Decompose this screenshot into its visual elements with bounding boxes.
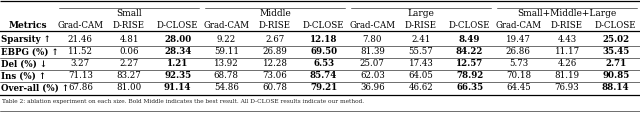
Text: 13.92: 13.92 (214, 60, 239, 68)
Text: Middle: Middle (259, 8, 291, 18)
Text: 0.06: 0.06 (119, 47, 139, 56)
Text: 64.45: 64.45 (506, 83, 531, 93)
Text: 4.43: 4.43 (557, 35, 577, 45)
Text: 11.52: 11.52 (68, 47, 93, 56)
Text: 59.11: 59.11 (214, 47, 239, 56)
Text: 28.00: 28.00 (164, 35, 191, 45)
Text: 35.45: 35.45 (602, 47, 629, 56)
Text: Grad-CAM: Grad-CAM (204, 20, 250, 29)
Text: D-CLOSE: D-CLOSE (449, 20, 490, 29)
Text: Del (%) ↓: Del (%) ↓ (1, 60, 47, 68)
Text: D-CLOSE: D-CLOSE (157, 20, 198, 29)
Text: 25.02: 25.02 (602, 35, 629, 45)
Text: EBPG (%) ↑: EBPG (%) ↑ (1, 47, 59, 56)
Text: 26.89: 26.89 (262, 47, 287, 56)
Text: 81.39: 81.39 (360, 47, 385, 56)
Text: 83.27: 83.27 (116, 72, 141, 81)
Text: D-CLOSE: D-CLOSE (595, 20, 636, 29)
Text: 2.71: 2.71 (605, 60, 627, 68)
Text: 6.53: 6.53 (313, 60, 334, 68)
Text: 25.07: 25.07 (360, 60, 385, 68)
Text: 69.50: 69.50 (310, 47, 337, 56)
Text: 54.86: 54.86 (214, 83, 239, 93)
Text: 46.62: 46.62 (408, 83, 433, 93)
Text: 17.43: 17.43 (408, 60, 433, 68)
Text: 12.28: 12.28 (262, 60, 287, 68)
Text: 79.21: 79.21 (310, 83, 337, 93)
Text: 12.18: 12.18 (310, 35, 337, 45)
Text: 76.93: 76.93 (555, 83, 579, 93)
Text: 36.96: 36.96 (360, 83, 385, 93)
Text: 60.78: 60.78 (262, 83, 287, 93)
Text: Grad-CAM: Grad-CAM (58, 20, 103, 29)
Text: 21.46: 21.46 (68, 35, 93, 45)
Text: 2.41: 2.41 (412, 35, 431, 45)
Text: 85.74: 85.74 (310, 72, 337, 81)
Text: Metrics: Metrics (9, 20, 47, 29)
Text: Over-all (%) ↑: Over-all (%) ↑ (1, 83, 69, 93)
Text: 81.19: 81.19 (554, 72, 580, 81)
Text: 90.85: 90.85 (602, 72, 629, 81)
Text: D-RISE: D-RISE (259, 20, 291, 29)
Text: D-CLOSE: D-CLOSE (303, 20, 344, 29)
Text: Table 2: ablation experiment on each size. Bold Middle indicates the best result: Table 2: ablation experiment on each siz… (2, 99, 364, 104)
Text: 9.22: 9.22 (217, 35, 236, 45)
Text: 64.05: 64.05 (408, 72, 433, 81)
Text: Small: Small (116, 8, 142, 18)
Text: 91.14: 91.14 (164, 83, 191, 93)
Text: 92.35: 92.35 (164, 72, 191, 81)
Text: 4.26: 4.26 (557, 60, 577, 68)
Text: 62.03: 62.03 (360, 72, 385, 81)
Text: D-RISE: D-RISE (113, 20, 145, 29)
Text: 1.21: 1.21 (167, 60, 188, 68)
Text: 8.49: 8.49 (459, 35, 481, 45)
Text: 3.27: 3.27 (71, 60, 90, 68)
Text: 4.81: 4.81 (119, 35, 139, 45)
Text: 68.78: 68.78 (214, 72, 239, 81)
Text: 84.22: 84.22 (456, 47, 483, 56)
Text: 55.57: 55.57 (408, 47, 433, 56)
Text: 73.06: 73.06 (262, 72, 287, 81)
Text: 70.18: 70.18 (506, 72, 531, 81)
Text: 71.13: 71.13 (68, 72, 93, 81)
Text: Ins (%) ↑: Ins (%) ↑ (1, 72, 46, 81)
Text: Sparsity ↑: Sparsity ↑ (1, 35, 51, 45)
Text: 11.17: 11.17 (554, 47, 580, 56)
Text: 28.34: 28.34 (164, 47, 191, 56)
Text: 67.86: 67.86 (68, 83, 93, 93)
Text: 2.27: 2.27 (120, 60, 139, 68)
Text: 12.57: 12.57 (456, 60, 483, 68)
Text: D-RISE: D-RISE (551, 20, 583, 29)
Text: Small+Middle+Large: Small+Middle+Large (517, 8, 616, 18)
Text: 81.00: 81.00 (116, 83, 141, 93)
Text: Large: Large (408, 8, 435, 18)
Text: 5.73: 5.73 (509, 60, 528, 68)
Text: 2.67: 2.67 (266, 35, 285, 45)
Text: D-RISE: D-RISE (405, 20, 437, 29)
Text: 78.92: 78.92 (456, 72, 483, 81)
Text: 26.86: 26.86 (506, 47, 531, 56)
Text: 66.35: 66.35 (456, 83, 483, 93)
Text: 7.80: 7.80 (363, 35, 382, 45)
Text: 88.14: 88.14 (602, 83, 630, 93)
Text: Grad-CAM: Grad-CAM (349, 20, 396, 29)
Text: 19.47: 19.47 (506, 35, 531, 45)
Text: Grad-CAM: Grad-CAM (495, 20, 541, 29)
